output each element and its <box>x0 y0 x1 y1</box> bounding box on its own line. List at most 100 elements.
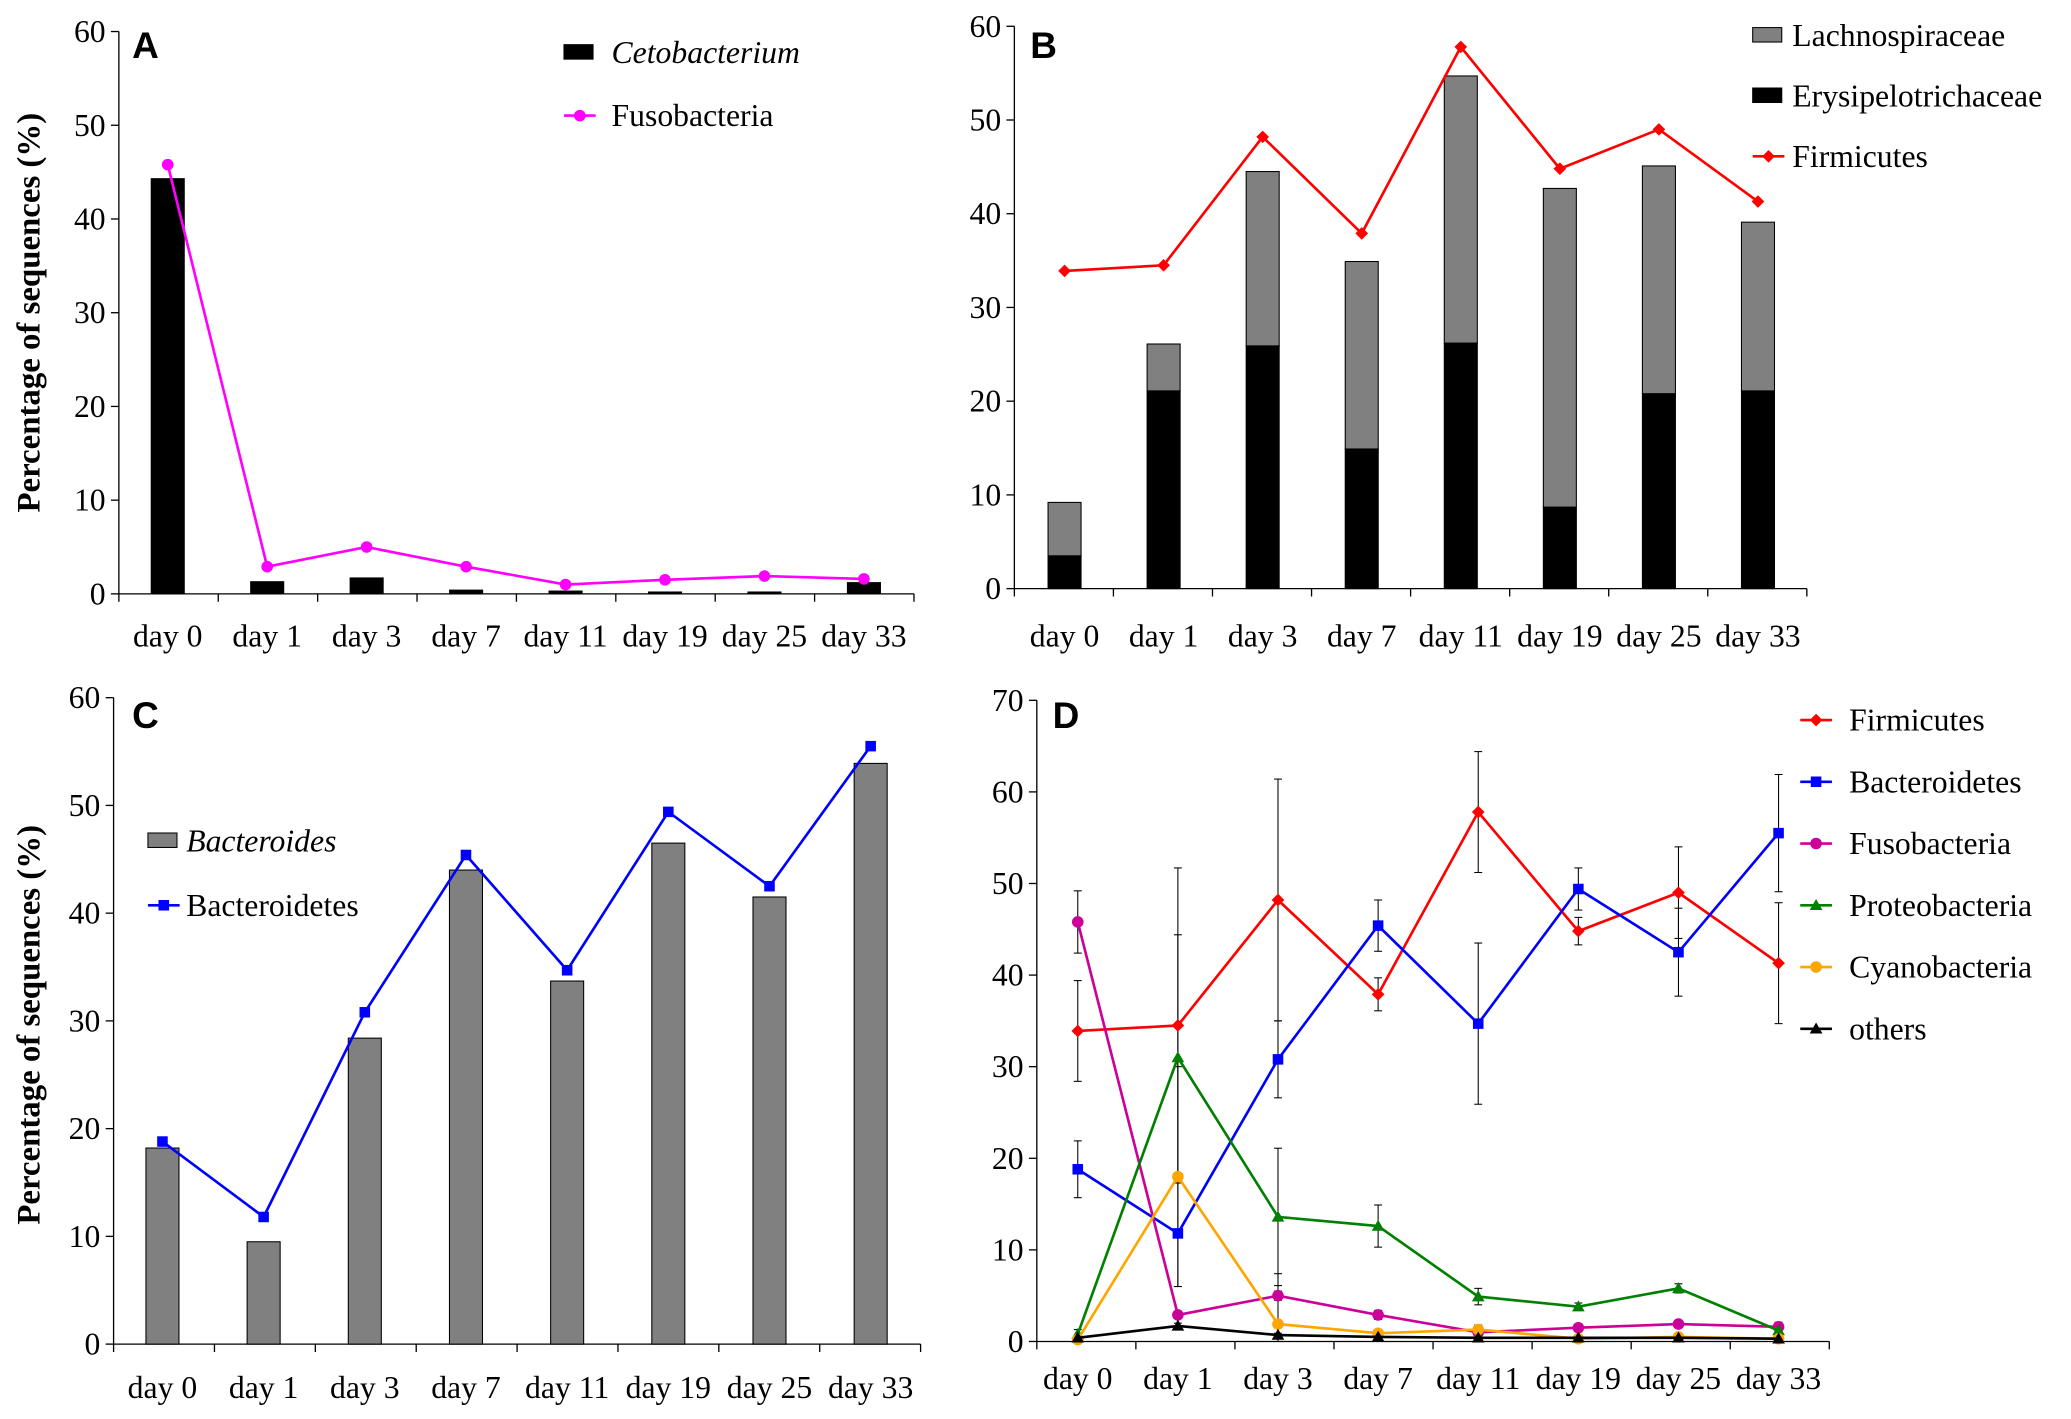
x-tick-label: day 25 <box>727 1370 812 1405</box>
point-firmicutes <box>1751 195 1765 208</box>
legend-swatch <box>147 832 178 848</box>
bar-bacteroides <box>550 980 585 1345</box>
bar-lachnospiraceae <box>1344 260 1379 450</box>
bar-cetobacterium <box>647 591 683 595</box>
x-tick-label: day 11 <box>1419 619 1503 654</box>
y-tick-label: 40 <box>992 958 1024 993</box>
point-others <box>1672 1331 1685 1343</box>
x-tick-label: day 7 <box>1343 1361 1413 1396</box>
point-bacteroidetes <box>1472 1018 1484 1029</box>
y-tick-label: 70 <box>992 683 1024 718</box>
bar-bacteroides <box>853 762 888 1345</box>
line-fusobacteria <box>1076 921 1779 1334</box>
y-tick-label: 30 <box>969 290 1001 325</box>
x-tick-label: day 19 <box>622 619 707 654</box>
x-tick-label: day 0 <box>133 619 203 654</box>
point-firmicutes <box>1071 1024 1085 1038</box>
point-bacteroidetes <box>865 740 876 752</box>
y-tick-label: 50 <box>992 866 1024 901</box>
point-bacteroidetes <box>359 1007 371 1018</box>
bar-cetobacterium <box>449 589 484 595</box>
point-fusobacteria <box>1272 1289 1284 1302</box>
panel-d: 0 10 20 30 40 50 60 70 day 0 day 1 day 3 day 7 day 1… <box>992 683 2032 1396</box>
bar-cetobacterium <box>150 178 185 595</box>
bar-lachnospiraceae <box>1047 501 1082 557</box>
point-proteobacteria <box>1371 1219 1385 1231</box>
legend-label: Erysipelotrichaceae <box>1792 78 2042 113</box>
point-proteobacteria <box>1471 1290 1485 1302</box>
point-others <box>1271 1328 1285 1340</box>
point-proteobacteria <box>1572 1300 1585 1312</box>
y-tick-label: 10 <box>74 483 106 518</box>
y-tick-label: 0 <box>1008 1324 1024 1359</box>
y-tick-label: 0 <box>85 1327 101 1362</box>
point-fusobacteria <box>261 560 274 573</box>
point-bacteroidetes <box>1673 946 1684 958</box>
x-tick-label: day 0 <box>1043 1361 1113 1396</box>
y-tick-label: 60 <box>74 14 106 49</box>
bar-bacteroides <box>145 1147 180 1345</box>
x-tick-label: day 33 <box>821 619 906 654</box>
x-tick-label: day 7 <box>431 619 501 654</box>
y-tick-label: 40 <box>969 196 1001 231</box>
bar-erysipelotrichaceae <box>1047 555 1082 590</box>
y-axis-label: Percentage of sequences (%) <box>12 825 48 1225</box>
panel-b: 0 10 20 30 40 50 60 day 0 day 1 day 3 day 7 day 11 d… <box>969 9 2042 654</box>
point-others <box>1772 1332 1785 1344</box>
point-firmicutes <box>1652 123 1666 136</box>
bar-erysipelotrichaceae <box>1641 393 1676 590</box>
point-firmicutes <box>1157 258 1170 272</box>
bar-cetobacterium <box>747 591 782 595</box>
point-others <box>1572 1331 1585 1343</box>
bar-cetobacterium <box>349 577 384 595</box>
legend-label: Bacteroidetes <box>1849 764 2021 799</box>
point-others <box>1371 1330 1385 1342</box>
bar-bacteroides <box>651 842 686 1345</box>
legend-marker <box>1762 150 1775 163</box>
x-tick-label: day 3 <box>1243 1361 1313 1396</box>
point-fusobacteria <box>1172 1309 1184 1321</box>
legend-marker <box>1809 1022 1823 1034</box>
bar-lachnospiraceae <box>1146 343 1181 392</box>
point-firmicutes <box>1058 264 1071 278</box>
legend-marker <box>158 900 170 911</box>
point-proteobacteria <box>1672 1282 1685 1294</box>
line-others <box>1077 1324 1779 1341</box>
bar-lachnospiraceae <box>1443 75 1478 344</box>
legend-label: Bacteroides <box>186 823 336 858</box>
point-cyanobacteria <box>1272 1318 1284 1330</box>
y-tick-label: 20 <box>74 389 106 424</box>
point-bacteroidetes <box>1272 1054 1284 1065</box>
panel-a: 0 10 20 30 40 50 60 day 0 day 1 day 3 day 7 day 11 d… <box>12 14 915 654</box>
line-fusobacteria <box>166 164 864 586</box>
legend-label: Cyanobacteria <box>1849 950 2032 985</box>
line-bacteroidetes <box>1077 832 1780 1236</box>
legend-label: Bacteroidetes <box>186 888 358 923</box>
point-fusobacteria <box>360 541 373 553</box>
x-tick-label: day 25 <box>1636 1361 1721 1396</box>
line-firmicutes <box>1077 809 1780 1033</box>
line-firmicutes <box>1064 44 1759 273</box>
point-fusobacteria <box>460 560 472 573</box>
point-fusobacteria <box>1572 1321 1585 1334</box>
x-tick-label: day 11 <box>525 1370 609 1405</box>
point-fusobacteria <box>1372 1309 1384 1321</box>
point-firmicutes <box>1672 886 1685 899</box>
point-fusobacteria <box>559 578 572 591</box>
bar-erysipelotrichaceae <box>1245 345 1280 590</box>
x-tick-label: day 33 <box>1715 619 1800 654</box>
point-bacteroidetes <box>157 1136 168 1147</box>
y-tick-label: 20 <box>969 384 1001 419</box>
point-others <box>1471 1331 1485 1343</box>
bar-erysipelotrichaceae <box>1542 506 1577 590</box>
y-tick-label: 60 <box>69 680 101 715</box>
y-tick-label: 30 <box>74 295 106 330</box>
point-firmicutes <box>1256 130 1270 144</box>
x-tick-label: day 33 <box>1736 1361 1821 1396</box>
y-tick-label: 60 <box>992 774 1024 809</box>
bar-erysipelotrichaceae <box>1344 448 1379 590</box>
y-tick-label: 10 <box>69 1219 101 1254</box>
legend-marker <box>1809 898 1823 910</box>
point-fusobacteria <box>1672 1318 1685 1330</box>
y-tick-label: 50 <box>74 108 106 143</box>
